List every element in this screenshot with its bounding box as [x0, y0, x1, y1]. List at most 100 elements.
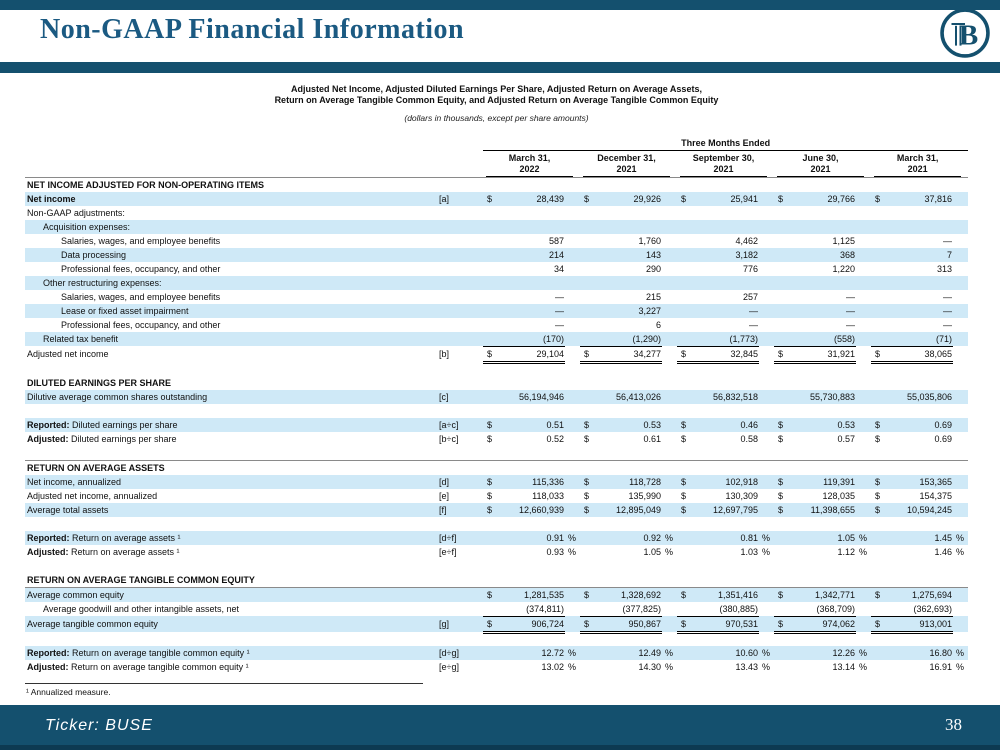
row-ref-key [437, 206, 483, 220]
cell-value: 130,309 [725, 490, 758, 501]
cell-currency-symbol [483, 290, 501, 304]
row-label: Average goodwill and other intangible as… [43, 603, 239, 614]
cell-currency-symbol: $ [871, 474, 889, 489]
cell-currency-symbol [871, 219, 889, 234]
cell-value [889, 206, 953, 220]
cell-value: 0.69 [934, 434, 952, 444]
cell-value: 12,697,795 [695, 502, 759, 517]
cell-currency-symbol [774, 219, 792, 234]
footer-edge-strip [0, 745, 1000, 750]
row-ref-key: [f] [437, 502, 483, 517]
row-ref-key [437, 234, 483, 248]
cell-value: — [792, 303, 856, 318]
cell-percent-suffix [662, 234, 677, 248]
cell-percent-suffix [856, 432, 871, 446]
cell-currency-symbol: $ [487, 434, 493, 444]
cell-percent-suffix: % [665, 662, 674, 672]
cell-currency-symbol [580, 390, 598, 404]
section-header-row: DILUTED EARNINGS PER SHARE [25, 376, 968, 390]
cell-currency-symbol [871, 275, 889, 290]
period-column-header: March 31, 2022 [483, 150, 580, 177]
cell-percent-suffix [856, 616, 871, 632]
cell-percent-suffix [662, 318, 677, 332]
cell-value: 10.60 [695, 646, 759, 660]
cell-currency-symbol [483, 660, 501, 674]
cell-currency-symbol [774, 601, 792, 617]
spacer-row [25, 559, 968, 573]
cell-value [889, 275, 953, 290]
table-row: Acquisition expenses: [25, 219, 969, 234]
cell-value: 12,895,049 [598, 502, 662, 517]
table-row: Dilutive average common shares outstandi… [25, 390, 969, 404]
cell-value: 1.12 [837, 546, 855, 557]
cell-currency-symbol [774, 390, 792, 404]
cell-value: — [749, 319, 758, 330]
cell-currency-symbol [677, 601, 695, 617]
logo-letter: B [959, 20, 978, 52]
cell-percent-suffix: % [859, 546, 868, 557]
cell-value: 154,375 [919, 490, 952, 501]
cell-value: — [846, 319, 855, 330]
cell-percent-suffix [856, 586, 871, 602]
cell-percent-suffix [565, 602, 580, 617]
cell-currency-symbol: $ [774, 616, 792, 634]
cell-percent-suffix [662, 262, 677, 276]
cell-value: 143 [598, 247, 662, 262]
period-column-label: December 31, 2021 [583, 151, 670, 177]
cell-value: 7 [889, 247, 953, 262]
row-label: Reported: Return on average tangible com… [25, 646, 437, 660]
cell-percent-suffix [856, 502, 871, 517]
cell-percent-suffix [759, 602, 774, 617]
cell-value: 0.53 [598, 418, 662, 432]
cell-value [501, 275, 565, 290]
cell-percent-suffix [565, 303, 580, 318]
cell-value [501, 206, 565, 220]
cell-currency-symbol [483, 545, 501, 559]
bank-logo-icon: B [940, 8, 990, 58]
cell-currency-symbol [677, 545, 695, 559]
cell-currency-symbol: $ [681, 434, 687, 444]
cell-currency-symbol [871, 646, 889, 660]
cell-value: — [555, 291, 564, 302]
cell-percent-suffix [759, 432, 774, 446]
cell-value: 970,531 [695, 616, 759, 634]
cell-percent-suffix [759, 616, 774, 632]
cell-value: 13.14 [832, 662, 855, 672]
table-row: Reported: Diluted earnings per share [a÷c… [25, 418, 969, 432]
cell-percent-suffix [759, 390, 774, 404]
spacer-cell [25, 559, 968, 573]
cell-value: 4,462 [735, 235, 758, 246]
cell-value: 56,413,026 [598, 390, 662, 404]
cell-currency-symbol: $ [871, 418, 889, 432]
cell-currency-symbol [871, 303, 889, 318]
spacer-cell [25, 404, 968, 418]
cell-value: 32,845 [695, 346, 759, 364]
cell-value: 0.52 [546, 434, 564, 444]
row-label: Average common equity [25, 586, 437, 602]
spacer-row [25, 404, 968, 418]
cell-percent-suffix [953, 602, 968, 617]
cell-currency-symbol [871, 290, 889, 304]
cell-percent-suffix: % [856, 646, 871, 660]
cell-currency-symbol [871, 318, 889, 332]
cell-currency-symbol [580, 331, 598, 347]
cell-percent-suffix [953, 290, 968, 304]
cell-percent-suffix [565, 616, 580, 632]
cell-currency-symbol [677, 530, 695, 545]
cell-percent-suffix [662, 331, 677, 346]
table-row: Adjusted: Return on average tangible com… [25, 660, 968, 674]
row-label: Non-GAAP adjustments: [27, 207, 125, 218]
title-divider-bar [0, 62, 1000, 73]
cell-value: 34 [553, 263, 564, 274]
cell-percent-suffix [662, 418, 677, 432]
cell-currency-symbol [677, 234, 695, 248]
cell-currency-symbol [677, 206, 695, 220]
cell-currency-symbol [774, 303, 792, 318]
cell-percent-suffix: % [565, 646, 580, 660]
table-row: Net income, annualized [d] $115,336 $118,72… [25, 474, 969, 489]
cell-currency-symbol [871, 530, 889, 545]
cell-currency-symbol: $ [677, 418, 695, 432]
cell-percent-suffix: % [568, 662, 577, 672]
cell-percent-suffix [565, 275, 580, 290]
cell-currency-symbol [677, 390, 695, 404]
